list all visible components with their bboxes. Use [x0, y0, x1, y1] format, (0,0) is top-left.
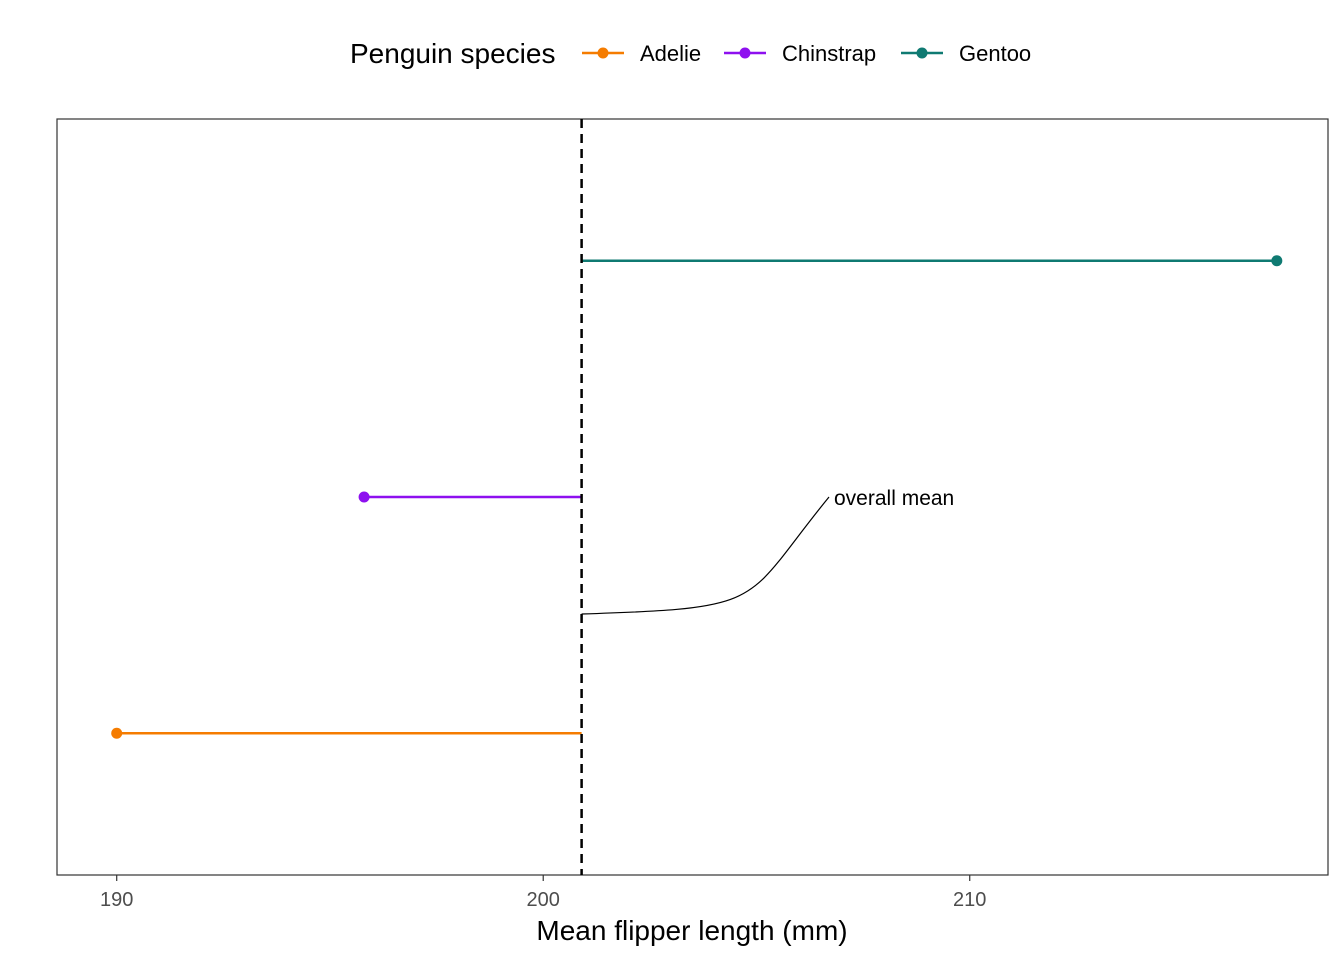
legend-title: Penguin species — [350, 38, 555, 69]
plot-panel — [56, 118, 1329, 876]
x-axis: 190 200 210 — [100, 875, 986, 911]
point-adelie — [111, 727, 123, 739]
legend-label-chinstrap: Chinstrap — [782, 41, 876, 66]
legend-label-gentoo: Gentoo — [959, 41, 1031, 66]
annotation-label: overall mean — [834, 487, 954, 510]
legend-entries: Adelie Chinstrap Gentoo — [582, 41, 1031, 66]
legend-key-point-adelie — [597, 47, 609, 59]
point-chinstrap — [358, 491, 370, 503]
data-marks — [111, 255, 1283, 739]
x-axis-title: Mean flipper length (mm) — [536, 915, 847, 946]
point-gentoo — [1271, 255, 1283, 267]
legend-key-point-gentoo — [916, 47, 928, 59]
x-tick-label: 190 — [100, 889, 133, 911]
legend-label-adelie: Adelie — [640, 41, 701, 66]
annotation-connector — [581, 496, 830, 615]
x-tick-label: 200 — [527, 889, 560, 911]
x-tick-label: 210 — [953, 889, 986, 911]
legend-key-point-chinstrap — [739, 47, 751, 59]
legend: Penguin species Adelie Chinstrap Gentoo — [350, 38, 1031, 69]
